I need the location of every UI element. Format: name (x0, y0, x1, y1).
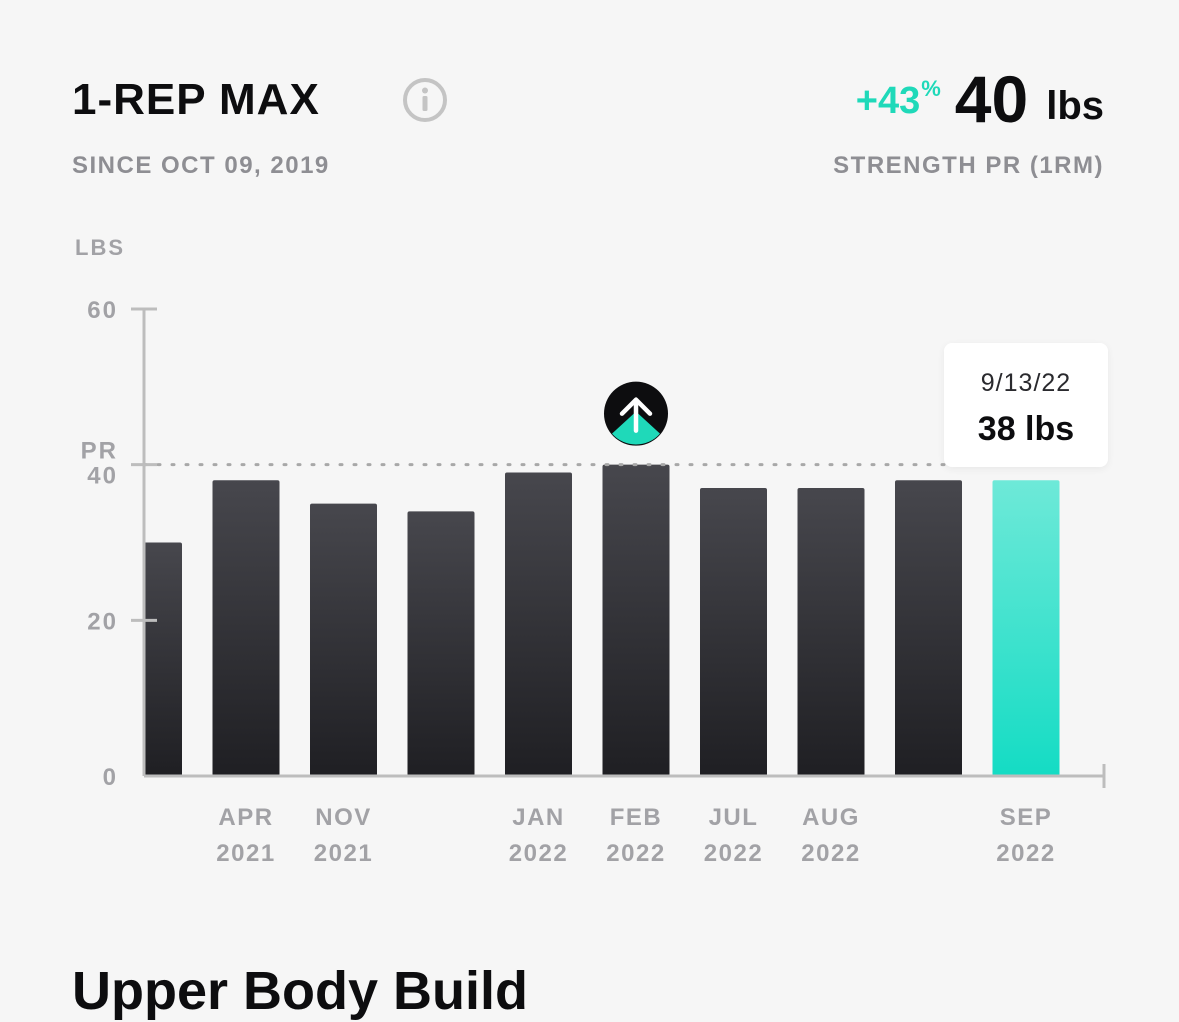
y-tick-label: 60 (87, 297, 118, 324)
one-rep-max-chart: LBS 0 20 40 60 PR APR 2021 NOV 2021 JAN 2022 FEB 2022… (75, 235, 1106, 867)
x-tick-label: 2022 (704, 840, 763, 867)
bar[interactable] (895, 480, 962, 776)
since-date: SINCE OCT 09, 2019 (72, 152, 330, 179)
tooltip-date: 9/13/22 (980, 369, 1072, 397)
bar[interactable] (310, 503, 377, 776)
x-tick-label: 2022 (996, 840, 1055, 867)
bar-selected[interactable] (992, 480, 1060, 776)
x-tick-label: 2022 (606, 840, 665, 867)
y-axis-label: LBS (75, 235, 125, 260)
pr-label: STRENGTH PR (1RM) (833, 152, 1104, 179)
bar[interactable] (602, 464, 670, 776)
pr-stat: +43% 40 lbs (856, 66, 1104, 132)
pr-value: 40 (954, 62, 1029, 136)
bar[interactable] (700, 488, 767, 776)
x-tick-label: 2021 (216, 840, 275, 867)
y-tick-label: 40 (87, 463, 118, 490)
pr-label: PR (81, 438, 118, 465)
bars (115, 464, 1060, 777)
pr-unit: lbs (1046, 84, 1104, 128)
x-tick-label: APR (218, 804, 273, 831)
x-tick-label: NOV (315, 804, 372, 831)
tooltip-value: 38 lbs (977, 410, 1075, 448)
bar[interactable] (797, 488, 865, 776)
selected-bar-tooltip: 9/13/22 38 lbs (944, 343, 1108, 467)
bar[interactable] (407, 511, 475, 776)
x-tick-label: 2021 (314, 840, 373, 867)
bar[interactable] (115, 542, 182, 777)
y-tick-label: 20 (87, 608, 118, 635)
section-title: Upper Body Build (72, 961, 528, 1021)
x-tick-label: FEB (610, 804, 663, 831)
x-tick-label: 2022 (509, 840, 568, 867)
x-tick-label: 2022 (801, 840, 860, 867)
pr-arrow (619, 397, 653, 433)
bar[interactable] (212, 480, 280, 776)
y-tick-label: 0 (103, 764, 118, 791)
x-tick-label: SEP (1000, 804, 1053, 831)
x-tick-label: JUL (709, 804, 759, 831)
info-icon[interactable] (402, 77, 448, 123)
bar[interactable] (505, 472, 572, 776)
x-tick-label: AUG (802, 804, 860, 831)
x-tick-label: JAN (512, 804, 565, 831)
page-title: 1-REP MAX (72, 75, 320, 124)
percent-change: +43% (855, 76, 941, 122)
